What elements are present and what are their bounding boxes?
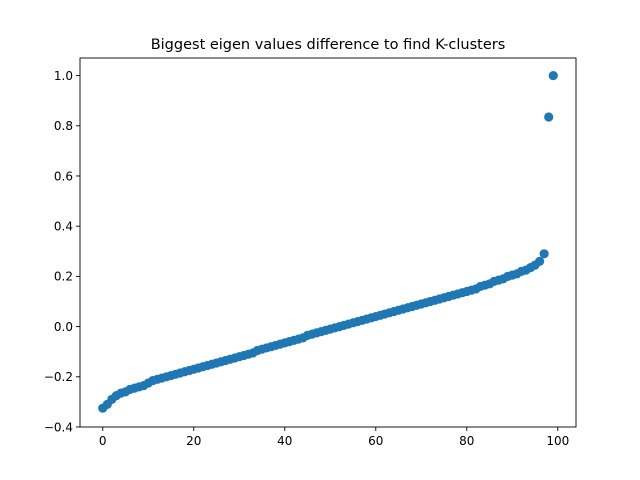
chart-title: Biggest eigen values difference to find … — [151, 37, 506, 53]
y-tick-label: 0.6 — [54, 169, 73, 183]
x-tick-label: 80 — [459, 434, 474, 448]
x-tick-label: 40 — [277, 434, 292, 448]
data-point — [535, 256, 545, 266]
y-tick-label: −0.4 — [44, 420, 73, 434]
y-tick-label: 0.0 — [54, 320, 73, 334]
y-tick-label: 0.8 — [54, 119, 73, 133]
plot-frame — [79, 57, 577, 428]
x-tick-label: 0 — [99, 434, 107, 448]
y-tick-label: 0.2 — [54, 270, 73, 284]
y-tick-label: −0.2 — [44, 370, 73, 384]
y-tick-label: 0.4 — [54, 219, 73, 233]
data-points — [98, 70, 558, 413]
y-tick-label: 1.0 — [54, 69, 73, 83]
data-point — [548, 70, 558, 81]
x-tick-label: 20 — [186, 434, 201, 448]
x-tick-label: 60 — [368, 434, 383, 448]
data-point — [544, 112, 554, 122]
x-tick-label: 100 — [546, 434, 569, 448]
axes: 0 20 40 60 80 100 −0.4 −0.2 0.0 0.2 0.4 0.6 0.8 1.0 — [44, 57, 577, 448]
data-point — [539, 249, 549, 259]
